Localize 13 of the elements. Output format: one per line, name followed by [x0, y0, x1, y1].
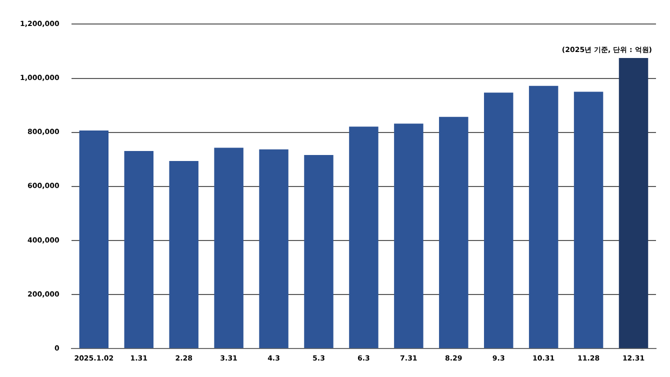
bar: [214, 148, 244, 348]
bar: [484, 92, 514, 348]
bar: [124, 150, 154, 348]
bar: [304, 155, 334, 348]
bar: [259, 149, 288, 348]
bar: [169, 160, 198, 348]
bar: [79, 130, 109, 348]
bar: [574, 92, 604, 348]
bar: [528, 86, 558, 348]
bar: [349, 126, 378, 348]
bar: [394, 124, 424, 348]
bar: [439, 116, 468, 348]
bar: [618, 58, 648, 348]
